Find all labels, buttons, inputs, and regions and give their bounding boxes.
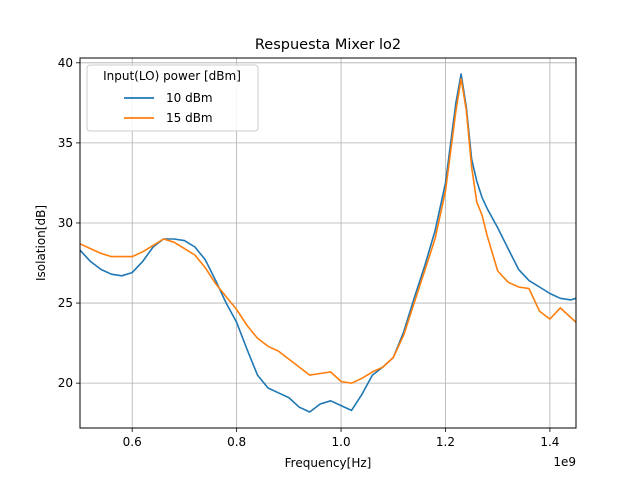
legend-label-15-dbm: 15 dBm xyxy=(166,111,213,125)
series-line-10-dbm xyxy=(79,73,577,413)
x-axis-offset-label: 1e9 xyxy=(553,455,576,469)
chart-title: Respuesta Mixer lo2 xyxy=(255,37,401,53)
series-line-15-dbm xyxy=(79,78,577,385)
x-tick-label: 0.8 xyxy=(227,435,246,449)
x-tick-label: 1.4 xyxy=(540,435,559,449)
legend-label-10-dbm: 10 dBm xyxy=(166,91,213,105)
y-tick-label: 30 xyxy=(58,216,73,230)
y-tick-label: 40 xyxy=(58,56,73,70)
y-tick-label: 25 xyxy=(58,296,73,310)
grid-lines xyxy=(80,58,576,428)
x-tick-label: 1.2 xyxy=(436,435,455,449)
y-axis-ticks: 20 25 30 35 40 xyxy=(58,56,80,390)
series-lines xyxy=(79,73,577,413)
y-tick-label: 20 xyxy=(58,376,73,390)
x-tick-label: 1.0 xyxy=(332,435,351,449)
legend: Input(LO) power [dBm] 10 dBm 15 dBm xyxy=(86,64,259,132)
legend-title: Input(LO) power [dBm] xyxy=(103,69,241,83)
plot-frame xyxy=(79,57,577,429)
y-axis-label: Isolation[dB] xyxy=(34,205,48,281)
x-tick-label: 0.6 xyxy=(123,435,142,449)
y-tick-label: 35 xyxy=(58,136,73,150)
x-axis-ticks: 0.6 0.8 1.0 1.2 1.4 xyxy=(123,428,559,449)
legend-box xyxy=(86,64,259,132)
x-axis-label: Frequency[Hz] xyxy=(285,456,372,470)
